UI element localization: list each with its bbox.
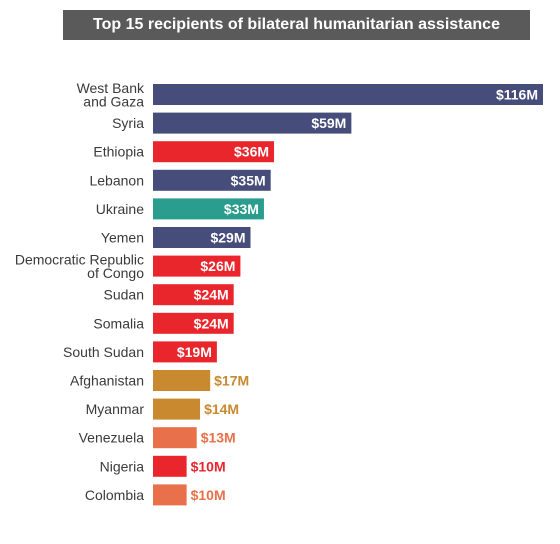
value-label: $33M	[224, 201, 259, 217]
bar-3	[153, 169, 271, 191]
category-label: Democratic Republic of Congo	[15, 251, 144, 281]
value-label: $116M	[496, 87, 538, 103]
category-label: Somalia	[93, 315, 144, 331]
category-label: Sudan	[104, 287, 144, 303]
value-label: $29M	[210, 230, 245, 246]
value-label: $24M	[194, 315, 229, 331]
category-label: Colombia	[85, 487, 144, 503]
value-label: $35M	[231, 172, 266, 188]
value-label: $17M	[214, 373, 249, 389]
bar-9	[153, 341, 217, 363]
bar-8	[153, 312, 234, 334]
category-label: Afghanistan	[70, 373, 144, 389]
category-label: Ukraine	[96, 201, 144, 217]
category-label: Lebanon	[89, 172, 144, 188]
value-label: $14M	[204, 401, 239, 417]
value-label: $26M	[200, 258, 235, 274]
value-label: $19M	[177, 344, 212, 360]
bar-14	[153, 484, 187, 506]
bar-5	[153, 227, 251, 248]
bar-7	[153, 284, 234, 306]
bar-12	[153, 427, 197, 449]
bar-11	[153, 398, 201, 420]
category-label: Ethiopia	[93, 144, 144, 160]
chart-title-box: Top 15 recipients of bilateral humanitar…	[63, 10, 530, 40]
bar-0	[153, 84, 543, 105]
bar-6	[153, 255, 241, 277]
value-label: $59M	[311, 115, 346, 131]
bar-13	[153, 455, 187, 477]
category-label: Yemen	[101, 230, 144, 246]
category-label: Myanmar	[86, 401, 145, 417]
category-label: Syria	[112, 115, 144, 131]
bar-2	[153, 141, 275, 163]
chart-title: Top 15 recipients of bilateral humanitar…	[93, 16, 500, 33]
bar-10	[153, 370, 211, 391]
category-label: South Sudan	[63, 344, 144, 360]
value-label: $36M	[234, 144, 269, 160]
value-label: $24M	[194, 287, 229, 303]
category-label: Venezuela	[79, 430, 145, 446]
category-label: West Bank and Gaza	[77, 80, 145, 110]
bar-4	[153, 198, 264, 220]
value-label: $10M	[191, 458, 226, 474]
bar-1	[153, 112, 352, 134]
value-label: $10M	[191, 487, 226, 503]
category-label: Nigeria	[100, 458, 145, 474]
value-label: $13M	[201, 430, 236, 446]
